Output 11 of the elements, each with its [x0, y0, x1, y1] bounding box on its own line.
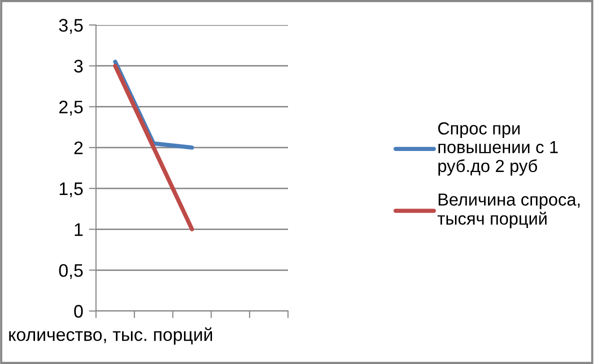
- y-tick-label: 0: [74, 304, 83, 318]
- y-tick-label: 3,5: [59, 18, 83, 34]
- y-tick-label: 1,5: [60, 182, 83, 198]
- legend-label: Величина спроса, тысяч порций: [438, 194, 580, 228]
- y-tick-label: 3: [74, 60, 83, 73]
- y-tick-label: 1: [74, 223, 83, 236]
- x-axis-title: количество, тыс. порций: [9, 327, 212, 345]
- legend-label: Спрос при повышении с 1 руб.до 2 руб: [438, 122, 558, 176]
- y-tick-label: 2: [74, 142, 83, 154]
- y-tick-label: 2,5: [59, 100, 83, 116]
- y-tick-label: 0,5: [59, 264, 83, 279]
